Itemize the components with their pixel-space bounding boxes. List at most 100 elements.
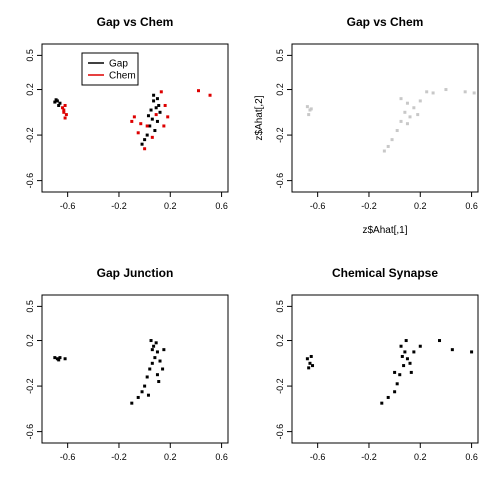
x-tick-label: -0.2 (111, 201, 127, 211)
y-tick-label: 0.2 (275, 83, 285, 96)
data-point (425, 90, 429, 94)
data-point (53, 100, 57, 104)
data-point (136, 395, 140, 399)
data-point (140, 142, 144, 146)
data-point (162, 348, 166, 352)
data-point (63, 103, 67, 107)
data-point (393, 390, 397, 394)
data-point (148, 124, 152, 128)
x-tick-label: -0.2 (361, 452, 377, 462)
data-point (140, 390, 144, 394)
data-point (153, 129, 157, 133)
data-point (149, 339, 153, 343)
data-point (405, 101, 409, 105)
plot-frame (291, 43, 479, 193)
data-point (61, 106, 65, 110)
data-point (403, 110, 407, 114)
y-tick-label: -0.2 (25, 127, 35, 143)
x-tick-label: 0.2 (414, 452, 427, 462)
data-point (64, 113, 68, 117)
data-point (130, 401, 134, 405)
data-point (143, 147, 147, 151)
panel-chemical-synapse: Chemical Synapse -0.6 -0.2 0.2 0.6 -0.6 -0.2 0.… (275, 266, 479, 462)
data-point (139, 122, 143, 126)
data-point (470, 350, 474, 354)
data-point (63, 116, 67, 120)
data-point (393, 370, 397, 374)
data-point (148, 367, 152, 371)
data-point (158, 359, 162, 363)
data-point (152, 93, 156, 97)
data-point (58, 101, 62, 105)
data-point (57, 103, 61, 107)
panel-title: Gap vs Chem (97, 15, 174, 29)
data-point (158, 110, 162, 114)
data-marks (305, 88, 476, 153)
x-tick-label: 0.2 (414, 201, 427, 211)
data-point (136, 131, 140, 135)
data-point (412, 350, 416, 354)
data-marks (53, 339, 166, 405)
data-point (390, 138, 394, 142)
data-point (146, 393, 150, 397)
x-tick-label: -0.2 (111, 452, 127, 462)
data-point (386, 395, 390, 399)
data-point (146, 114, 150, 118)
panel-gap-junction: Gap Junction -0.6 -0.2 0.2 0.6 -0.6 -0.2 0.2 0.5 (25, 266, 229, 462)
x-tick-label: -0.6 (60, 201, 76, 211)
data-point (450, 348, 454, 352)
data-point (463, 90, 467, 94)
data-point (145, 133, 149, 137)
data-point (58, 356, 62, 360)
data-point (408, 361, 412, 365)
data-point (444, 88, 448, 92)
x-tick-label: 0.6 (215, 201, 228, 211)
data-point (405, 122, 409, 126)
legend-box (81, 52, 139, 86)
data-point (399, 97, 403, 101)
data-point (161, 367, 165, 371)
plot-frame (291, 294, 479, 444)
data-point (150, 348, 154, 352)
panel-gap-vs-chem-overlay: Gap vs Chem -0.6 -0.2 0.2 0.6 -0.6 -0.2 0.2 0.5 G… (25, 15, 229, 211)
data-point (62, 108, 66, 112)
data-point (472, 91, 476, 95)
data-point (132, 115, 136, 119)
panel-title: Gap Junction (97, 266, 174, 280)
x-tick-label: -0.6 (310, 452, 326, 462)
data-point (62, 110, 66, 114)
data-point (153, 356, 157, 360)
data-point (166, 115, 170, 119)
data-point (418, 99, 422, 103)
data-point (130, 119, 134, 123)
plot-frame (41, 43, 229, 193)
x-tick-label: -0.6 (310, 201, 326, 211)
data-point (208, 93, 212, 97)
data-point (143, 384, 147, 388)
x-axis-label: z$Ahat[,1] (362, 225, 407, 236)
data-point (157, 380, 161, 384)
data-point (53, 356, 57, 360)
data-point (416, 113, 420, 117)
y-tick-label: -0.2 (25, 378, 35, 394)
data-point (150, 361, 154, 365)
data-point (152, 344, 156, 348)
x-tick-label: 0.6 (465, 452, 478, 462)
data-point (386, 144, 390, 148)
data-point (395, 382, 399, 386)
data-point (412, 106, 416, 110)
data-point (155, 119, 159, 123)
data-point (63, 357, 67, 361)
y-tick-label: 0.2 (275, 334, 285, 347)
legend-entry: Chem (109, 71, 136, 82)
x-tick-label: 0.2 (164, 452, 177, 462)
data-point (152, 99, 156, 103)
data-point (145, 375, 149, 379)
x-tick-label: -0.2 (361, 201, 377, 211)
y-tick-label: 0.5 (275, 300, 285, 313)
data-point (307, 113, 311, 117)
data-point (307, 366, 311, 370)
data-point (402, 364, 406, 368)
data-point (382, 149, 386, 153)
